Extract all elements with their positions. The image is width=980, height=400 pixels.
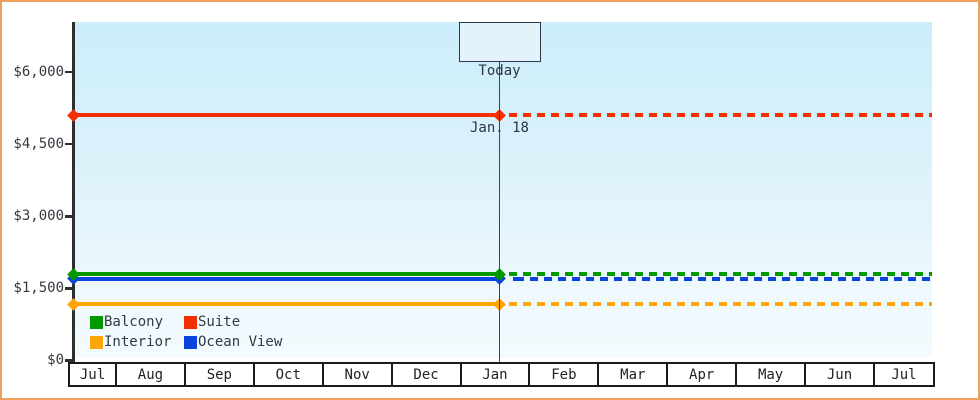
month-cell: Jul <box>79 366 106 383</box>
series-line-solid <box>74 276 500 281</box>
legend: Balcony Suite Interior Ocean View <box>90 315 282 349</box>
month-cell: Apr <box>666 364 735 385</box>
y-tick-label: $3,000 <box>13 207 64 224</box>
legend-label: Balcony <box>104 314 164 330</box>
month-cell: Jul <box>872 364 933 385</box>
month-cell: Dec <box>390 364 460 385</box>
y-tick-label: $4,500 <box>13 135 64 152</box>
y-tick-mark <box>65 70 73 74</box>
legend-color-swatch <box>184 335 197 349</box>
series-line-solid <box>74 272 500 277</box>
month-cell: Aug <box>115 364 184 385</box>
month-cell: May <box>735 364 804 385</box>
legend-item: Suite <box>184 315 282 329</box>
legend-item: Interior <box>90 335 184 349</box>
y-tick-mark <box>65 142 73 146</box>
legend-label: Interior <box>104 334 172 350</box>
y-axis-line <box>72 22 75 362</box>
month-cell: Sep <box>183 364 253 385</box>
today-line <box>498 61 501 362</box>
y-tick-label: $6,000 <box>13 63 64 80</box>
legend-label: Suite <box>198 314 241 330</box>
legend-label: Ocean View <box>198 334 283 350</box>
month-cell: Mar <box>597 364 666 385</box>
legend-color-swatch <box>90 315 103 329</box>
today-label: Today <box>478 63 521 79</box>
series-line-dotted <box>508 272 932 277</box>
month-cell: Jun <box>804 364 873 385</box>
month-cell: Jan <box>459 364 529 385</box>
month-cell: Oct <box>252 364 322 385</box>
legend-color-swatch <box>90 335 103 349</box>
today-annotation-box: Today Jan. 18 <box>458 22 541 136</box>
y-tick-mark <box>65 359 73 362</box>
series-line-dotted <box>508 302 932 306</box>
x-axis-month-row: Jul Aug Sep Oct Nov Dec Jan Feb Mar Apr May Jun Jul <box>68 362 935 387</box>
y-tick-label: $0 <box>47 352 64 368</box>
legend-color-swatch <box>184 315 197 329</box>
y-tick-label: $1,500 <box>13 279 64 296</box>
month-cell: Feb <box>528 364 597 385</box>
series-line-dotted <box>508 276 932 281</box>
y-tick-mark <box>65 287 73 290</box>
month-cell: Nov <box>321 364 391 385</box>
legend-item: Ocean View <box>184 335 282 349</box>
y-tick-mark <box>65 215 73 218</box>
series-line-solid <box>74 113 500 118</box>
legend-item: Balcony <box>90 315 184 329</box>
series-line-dotted <box>508 113 932 118</box>
series-line-solid <box>74 302 500 306</box>
today-date-label: Jan. 18 <box>469 120 529 136</box>
